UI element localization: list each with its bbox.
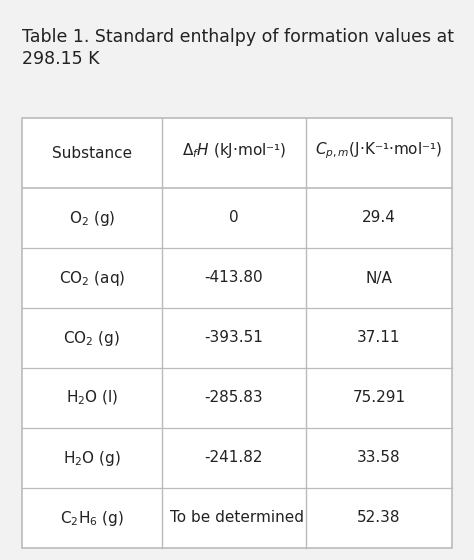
Text: -241.82: -241.82 bbox=[205, 450, 263, 465]
Text: $\Delta_f H$ (kJ·mol⁻¹): $\Delta_f H$ (kJ·mol⁻¹) bbox=[182, 142, 286, 161]
Text: 75.291: 75.291 bbox=[353, 390, 406, 405]
Text: $C_{p,m}$(J·K⁻¹·mol⁻¹): $C_{p,m}$(J·K⁻¹·mol⁻¹) bbox=[315, 141, 443, 161]
Text: -413.80: -413.80 bbox=[205, 270, 264, 286]
Text: Substance: Substance bbox=[52, 146, 132, 161]
Text: 33.58: 33.58 bbox=[357, 450, 401, 465]
Text: $\mathrm{CO_2}$ (aq): $\mathrm{CO_2}$ (aq) bbox=[59, 268, 125, 287]
Text: -285.83: -285.83 bbox=[205, 390, 264, 405]
Text: 29.4: 29.4 bbox=[362, 211, 396, 226]
Text: 37.11: 37.11 bbox=[357, 330, 401, 346]
Bar bbox=[22, 118, 452, 548]
Text: $\mathrm{H_2O}$ (g): $\mathrm{H_2O}$ (g) bbox=[63, 449, 121, 468]
Text: $\mathrm{O_2}$ (g): $\mathrm{O_2}$ (g) bbox=[69, 208, 115, 227]
Text: $\mathrm{H_2O}$ (l): $\mathrm{H_2O}$ (l) bbox=[66, 389, 118, 407]
Text: $\mathrm{C_2H_6}$ (g): $\mathrm{C_2H_6}$ (g) bbox=[60, 508, 124, 528]
Text: 298.15 K: 298.15 K bbox=[22, 50, 100, 68]
Text: 0: 0 bbox=[229, 211, 239, 226]
Text: To be determined: To be determined bbox=[170, 511, 304, 525]
Text: N/A: N/A bbox=[365, 270, 392, 286]
Text: Table 1. Standard enthalpy of formation values at: Table 1. Standard enthalpy of formation … bbox=[22, 28, 454, 46]
Text: 52.38: 52.38 bbox=[357, 511, 401, 525]
Text: -393.51: -393.51 bbox=[205, 330, 264, 346]
Text: $\mathrm{CO_2}$ (g): $\mathrm{CO_2}$ (g) bbox=[64, 329, 120, 348]
